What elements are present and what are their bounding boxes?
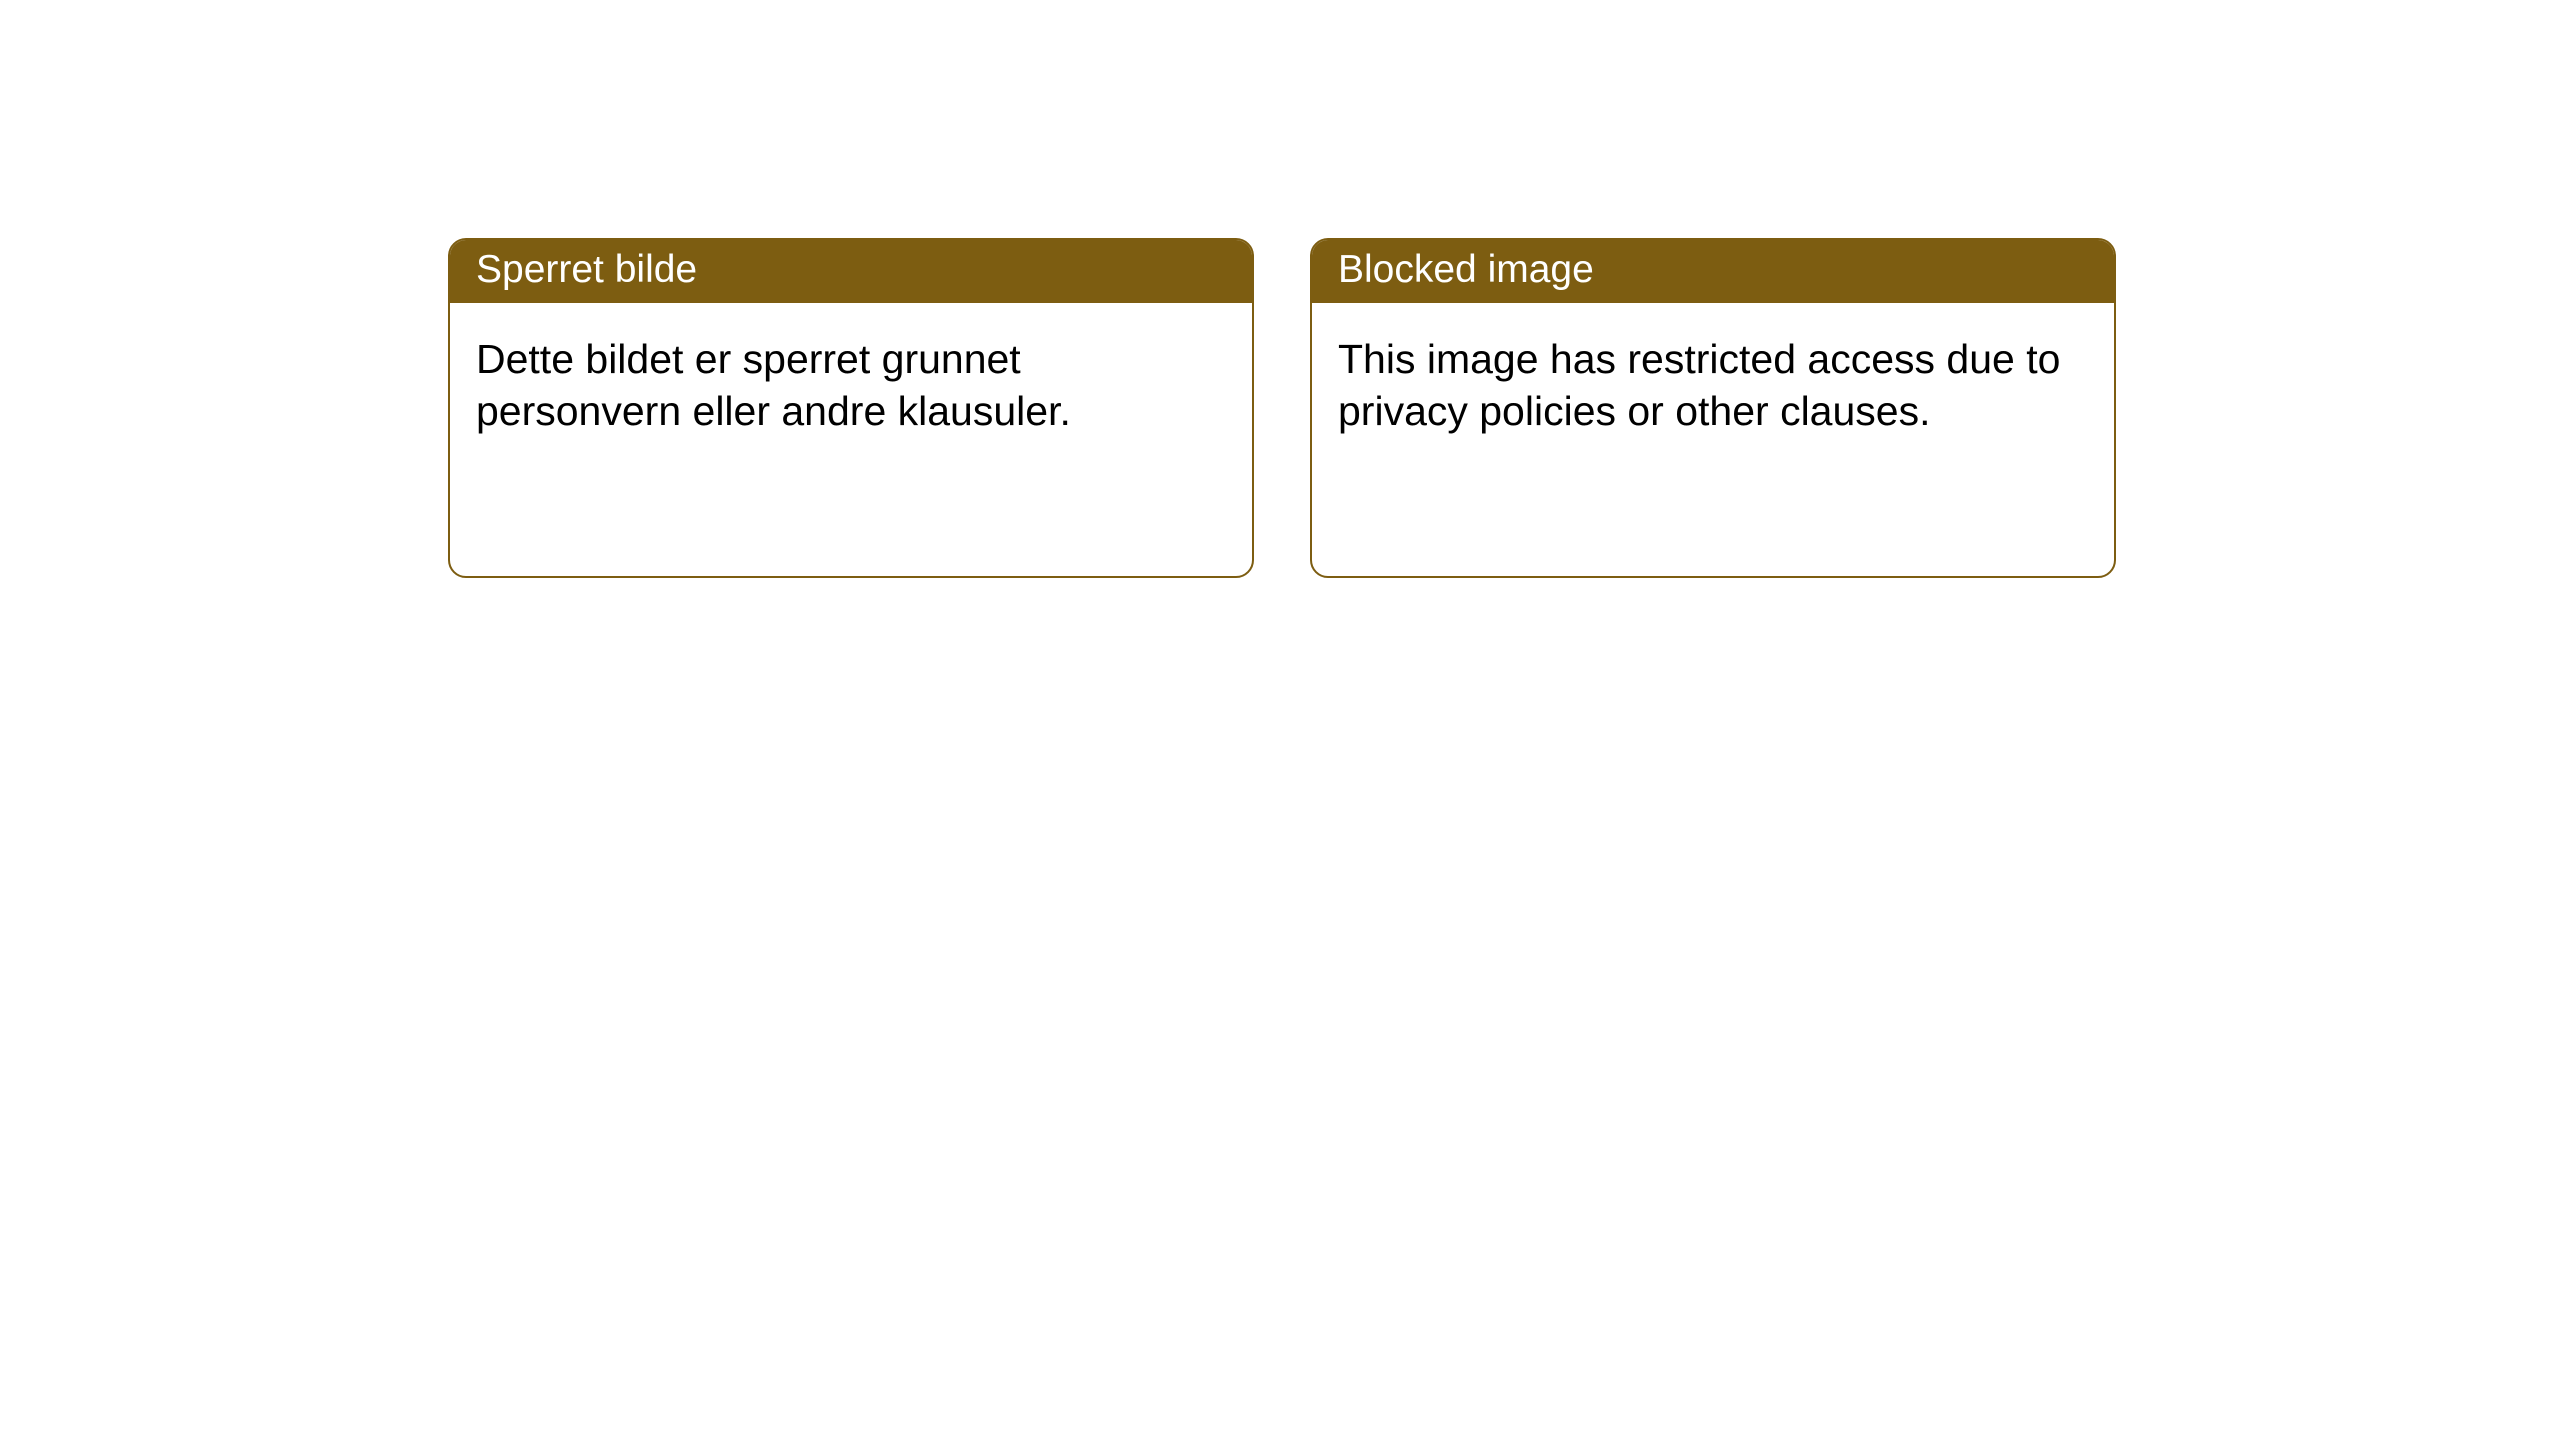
notice-cards-container: Sperret bilde Dette bildet er sperret gr…	[0, 0, 2560, 578]
notice-card-body: This image has restricted access due to …	[1312, 303, 2114, 468]
notice-card-english: Blocked image This image has restricted …	[1310, 238, 2116, 578]
notice-card-text: Dette bildet er sperret grunnet personve…	[476, 336, 1071, 434]
notice-card-title: Sperret bilde	[476, 248, 697, 291]
notice-card-text: This image has restricted access due to …	[1338, 336, 2060, 434]
notice-card-header: Sperret bilde	[450, 240, 1252, 303]
notice-card-norwegian: Sperret bilde Dette bildet er sperret gr…	[448, 238, 1254, 578]
notice-card-title: Blocked image	[1338, 248, 1594, 291]
notice-card-header: Blocked image	[1312, 240, 2114, 303]
notice-card-body: Dette bildet er sperret grunnet personve…	[450, 303, 1252, 468]
